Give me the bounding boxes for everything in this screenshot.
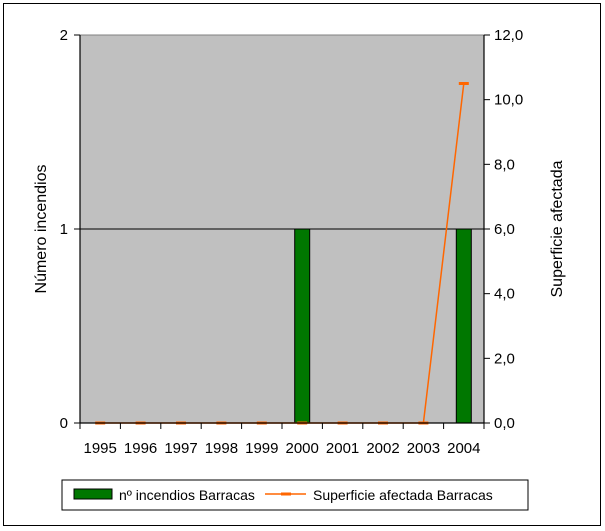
y-axis-right-label: Superficie afectada xyxy=(549,160,566,297)
y-left-tick-label: 2 xyxy=(60,27,68,44)
y-right-tick-label: 6,0 xyxy=(494,221,515,238)
y-right-tick-label: 2,0 xyxy=(494,350,515,367)
y-left-tick-label: 0 xyxy=(60,415,68,432)
x-tick-label: 1999 xyxy=(245,440,278,457)
x-tick-label: 1998 xyxy=(205,440,238,457)
y-right-tick-label: 0,0 xyxy=(494,415,515,432)
x-tick-label: 1997 xyxy=(164,440,197,457)
y-axis-left-label: Número incendios xyxy=(33,165,50,294)
bar xyxy=(294,228,311,424)
legend-line-label: Superficie afectada Barracas xyxy=(313,487,493,503)
axes xyxy=(74,34,490,429)
bar xyxy=(455,228,472,424)
tick-labels: 0 1 2 0,0 2,0 4,0 6,0 8,0 10,0 12,0 1995 1996 1997 19… xyxy=(60,27,524,457)
y-right-tick-label: 10,0 xyxy=(494,92,523,109)
x-tick-label: 2000 xyxy=(286,440,319,457)
x-tick-label: 2004 xyxy=(447,440,480,457)
y-right-tick-label: 12,0 xyxy=(494,27,523,44)
y-left-tick-label: 1 xyxy=(60,221,68,238)
legend-line-marker xyxy=(281,492,291,496)
line-marker xyxy=(458,82,469,85)
y-right-tick-label: 4,0 xyxy=(494,286,515,303)
x-tick-label: 1995 xyxy=(84,440,117,457)
x-tick-label: 2001 xyxy=(326,440,359,457)
legend-bar-label: nº incendios Barracas xyxy=(119,487,255,503)
legend: nº incendios Barracas Superficie afectad… xyxy=(61,479,529,511)
y-right-tick-label: 8,0 xyxy=(494,156,515,173)
x-tick-label: 1996 xyxy=(124,440,157,457)
legend-bar-swatch xyxy=(73,488,113,500)
legend-box xyxy=(61,479,529,511)
x-tick-label: 2002 xyxy=(366,440,399,457)
x-tick-label: 2003 xyxy=(407,440,440,457)
